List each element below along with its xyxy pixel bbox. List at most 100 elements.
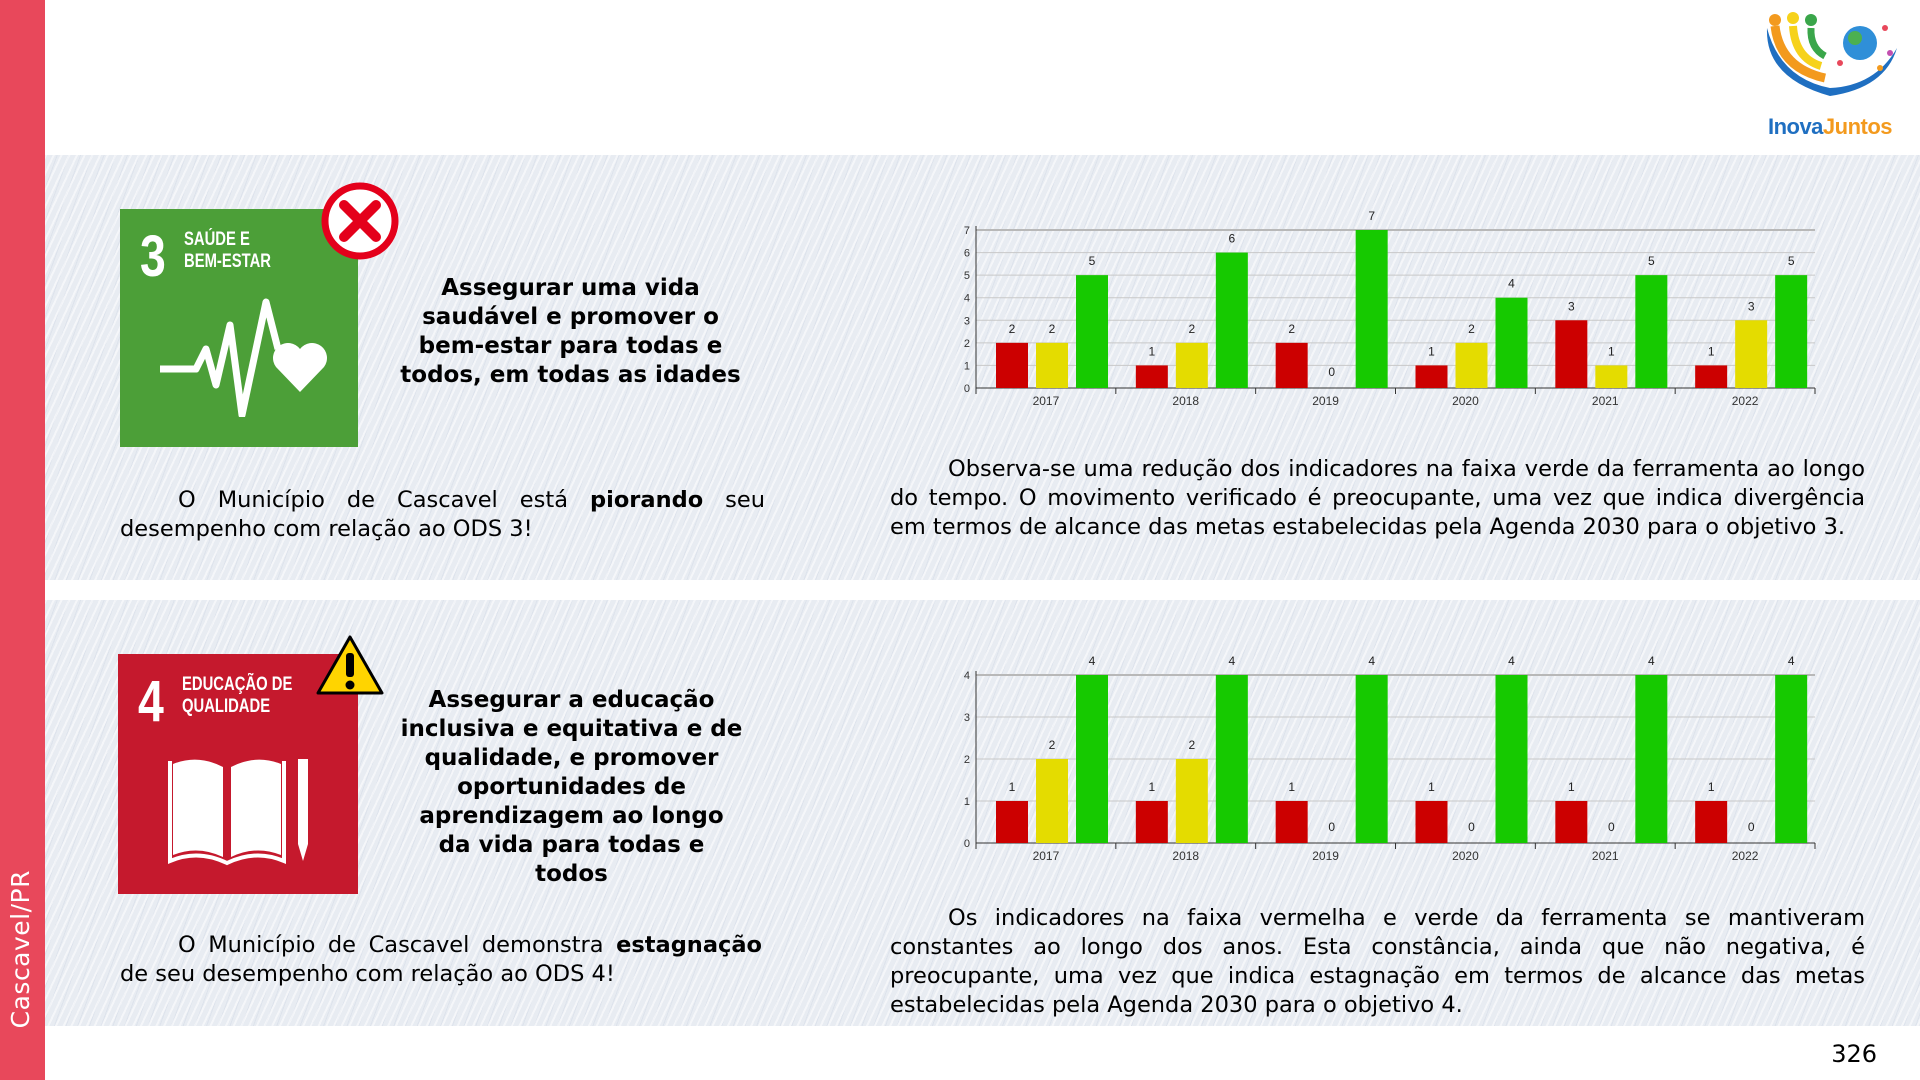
y-tick-label: 3 bbox=[964, 315, 970, 327]
x-circle-icon bbox=[321, 182, 399, 260]
y-tick-label: 2 bbox=[964, 754, 970, 766]
x-tick-label: 2019 bbox=[1312, 849, 1339, 863]
data-label: 1 bbox=[1288, 780, 1295, 794]
y-tick-label: 1 bbox=[964, 360, 970, 372]
y-tick-label: 7 bbox=[964, 225, 970, 237]
bar-red bbox=[1555, 801, 1588, 843]
y-tick-label: 4 bbox=[964, 670, 970, 682]
heartbeat-icon bbox=[160, 298, 327, 417]
bar-green bbox=[1635, 275, 1668, 388]
ods4-summary-text: O Município de Cascavel demonstra bbox=[178, 932, 617, 958]
data-label: 0 bbox=[1328, 820, 1335, 834]
y-tick-label: 2 bbox=[964, 338, 970, 350]
y-tick-label: 6 bbox=[964, 248, 970, 260]
x-tick-label: 2019 bbox=[1312, 394, 1339, 408]
bar-red bbox=[1695, 365, 1728, 388]
sdg4-title: EDUCAÇÃO DE QUALIDADE bbox=[182, 674, 293, 717]
data-label: 6 bbox=[1228, 232, 1235, 246]
data-label: 1 bbox=[1009, 780, 1016, 794]
logo-text-juntos: Juntos bbox=[1822, 114, 1893, 139]
data-label: 1 bbox=[1608, 344, 1615, 358]
ods3-status: piorando bbox=[590, 487, 704, 513]
ods4-status: estagnação bbox=[616, 932, 762, 958]
bar-green bbox=[1495, 297, 1528, 388]
data-label: 1 bbox=[1428, 344, 1435, 358]
bar-yellow bbox=[1455, 342, 1488, 388]
ods4-summary: O Município de Cascavel demonstra estagn… bbox=[120, 931, 762, 989]
data-label: 4 bbox=[1508, 277, 1515, 291]
page-number: 326 bbox=[1831, 1040, 1877, 1068]
ods4-summary-text-end: de seu desempenho com relação ao ODS 4! bbox=[120, 961, 615, 987]
book-icon bbox=[168, 759, 308, 866]
bar-green bbox=[1775, 275, 1808, 388]
ods3-summary: O Município de Cascavel está piorando se… bbox=[120, 486, 765, 544]
bar-red bbox=[1275, 801, 1308, 843]
bar-yellow bbox=[1175, 342, 1208, 388]
sdg4-number: 4 bbox=[138, 669, 164, 734]
warning-icon bbox=[316, 635, 384, 695]
data-label: 2 bbox=[1009, 322, 1016, 336]
data-label: 2 bbox=[1049, 738, 1056, 752]
data-label: 1 bbox=[1148, 344, 1155, 358]
sidebar-label: Cascavel/PR bbox=[6, 869, 35, 1028]
sdg3-icon: 3 SAÚDE E BEM-ESTAR bbox=[120, 209, 358, 447]
bar-yellow bbox=[1036, 342, 1068, 388]
data-label: 1 bbox=[1708, 780, 1715, 794]
y-tick-label: 5 bbox=[964, 270, 970, 282]
bar-green bbox=[1495, 675, 1528, 843]
bar-red bbox=[996, 801, 1028, 843]
data-label: 4 bbox=[1228, 654, 1235, 668]
data-label: 0 bbox=[1608, 820, 1615, 834]
data-label: 4 bbox=[1089, 654, 1096, 668]
bar-green bbox=[1215, 675, 1248, 843]
data-label: 1 bbox=[1148, 780, 1155, 794]
bar-red bbox=[996, 342, 1028, 388]
ods3-heading: Assegurar uma vida saudável e promover o… bbox=[400, 275, 741, 388]
ods4-chart: 0 1 2 3 4 2017 1 2 4 2018 1 2 4 2019 1 0 4 2020 1 0 4 2021 1 0 4… bbox=[964, 654, 1816, 863]
data-label: 5 bbox=[1788, 254, 1795, 268]
bar-green bbox=[1076, 675, 1108, 843]
x-tick-label: 2020 bbox=[1452, 394, 1479, 408]
bar-red bbox=[1275, 342, 1308, 388]
x-tick-label: 2017 bbox=[1033, 849, 1060, 863]
ods3-summary-text: O Município de Cascavel está bbox=[178, 487, 591, 513]
ods4-heading: Assegurar a educação inclusiva e equitat… bbox=[400, 687, 743, 887]
data-label: 1 bbox=[1428, 780, 1435, 794]
data-label: 5 bbox=[1089, 254, 1096, 268]
ods3-chart: 0 1 2 3 4 5 6 7 2017 2 2 5 2018 1 2 6 2019 2 0 7 2020 1 2 4 2021… bbox=[964, 209, 1816, 408]
x-tick-label: 2021 bbox=[1592, 394, 1619, 408]
data-label: 0 bbox=[1748, 820, 1755, 834]
y-tick-label: 0 bbox=[964, 838, 970, 850]
bar-green bbox=[1635, 675, 1668, 843]
x-tick-label: 2022 bbox=[1732, 849, 1759, 863]
bar-green bbox=[1355, 675, 1388, 843]
sdg3-title: SAÚDE E BEM-ESTAR bbox=[184, 229, 272, 272]
inovajuntos-logo: InovaJuntos bbox=[1755, 8, 1905, 139]
data-label: 1 bbox=[1708, 344, 1715, 358]
bar-red bbox=[1415, 365, 1448, 388]
ods3-summary-text-end: seu desempenho com relação ao ODS 3! bbox=[120, 487, 766, 542]
data-label: 2 bbox=[1188, 738, 1195, 752]
x-tick-label: 2017 bbox=[1033, 394, 1060, 408]
bar-red bbox=[1695, 801, 1728, 843]
x-tick-label: 2020 bbox=[1452, 849, 1479, 863]
ods4-analysis: Os indicadores na faixa vermelha e verde… bbox=[890, 905, 1865, 1018]
y-tick-label: 0 bbox=[964, 383, 970, 395]
sdg3-number: 3 bbox=[140, 224, 166, 289]
x-tick-label: 2018 bbox=[1172, 394, 1199, 408]
y-tick-label: 4 bbox=[964, 293, 970, 305]
data-label: 4 bbox=[1508, 654, 1515, 668]
data-label: 1 bbox=[1568, 780, 1575, 794]
data-label: 5 bbox=[1648, 254, 1655, 268]
sidebar-strip: Cascavel/PR bbox=[0, 0, 45, 1080]
bar-green bbox=[1076, 275, 1108, 388]
x-tick-label: 2022 bbox=[1732, 394, 1759, 408]
ods3-analysis: Observa-se uma redução dos indicadores n… bbox=[890, 456, 1865, 540]
x-tick-label: 2018 bbox=[1172, 849, 1199, 863]
y-tick-label: 3 bbox=[964, 712, 970, 724]
bar-red bbox=[1135, 365, 1168, 388]
data-label: 0 bbox=[1328, 365, 1335, 379]
bar-yellow bbox=[1175, 759, 1208, 843]
data-label: 2 bbox=[1188, 322, 1195, 336]
data-label: 2 bbox=[1288, 322, 1295, 336]
